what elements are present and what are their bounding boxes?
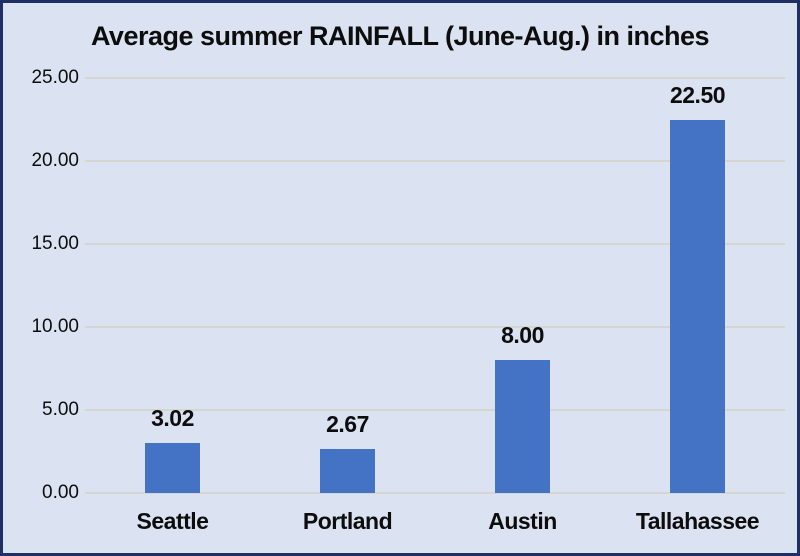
x-axis-category-label: Tallahassee [635, 508, 760, 534]
bar-seattle[interactable] [145, 442, 200, 493]
gridline [85, 492, 785, 494]
bar-value-label: 3.02 [151, 404, 194, 431]
y-axis-tick-label: 15.00 [31, 233, 79, 254]
plot-area: 0.00 5.00 10.00 15.00 20.00 25.00 3.02 Seattle 2… [3, 3, 797, 553]
bar-value-label: 8.00 [501, 322, 544, 349]
x-axis-category-label: Austin [488, 508, 557, 534]
bar-austin[interactable] [495, 360, 550, 493]
gridline [85, 409, 785, 411]
gridline [85, 77, 785, 79]
y-axis-tick-label: 0.00 [42, 482, 79, 503]
bar-portland[interactable] [320, 448, 375, 493]
bar-tallahassee[interactable] [670, 119, 725, 493]
y-axis-tick-label: 25.00 [31, 67, 79, 88]
y-axis-tick-label: 10.00 [31, 316, 79, 337]
bar-value-label: 2.67 [326, 410, 369, 437]
y-axis-tick-label: 20.00 [31, 150, 79, 171]
y-axis-tick-label: 5.00 [42, 399, 79, 420]
x-axis-category-label: Portland [302, 508, 393, 534]
x-axis-category-label: Seattle [136, 508, 209, 534]
gridline [85, 326, 785, 328]
gridline [85, 243, 785, 245]
bar-value-label: 22.50 [669, 81, 726, 108]
chart-title: Average summer RAINFALL (June-Aug.) in i… [90, 21, 710, 51]
gridline [85, 160, 785, 162]
